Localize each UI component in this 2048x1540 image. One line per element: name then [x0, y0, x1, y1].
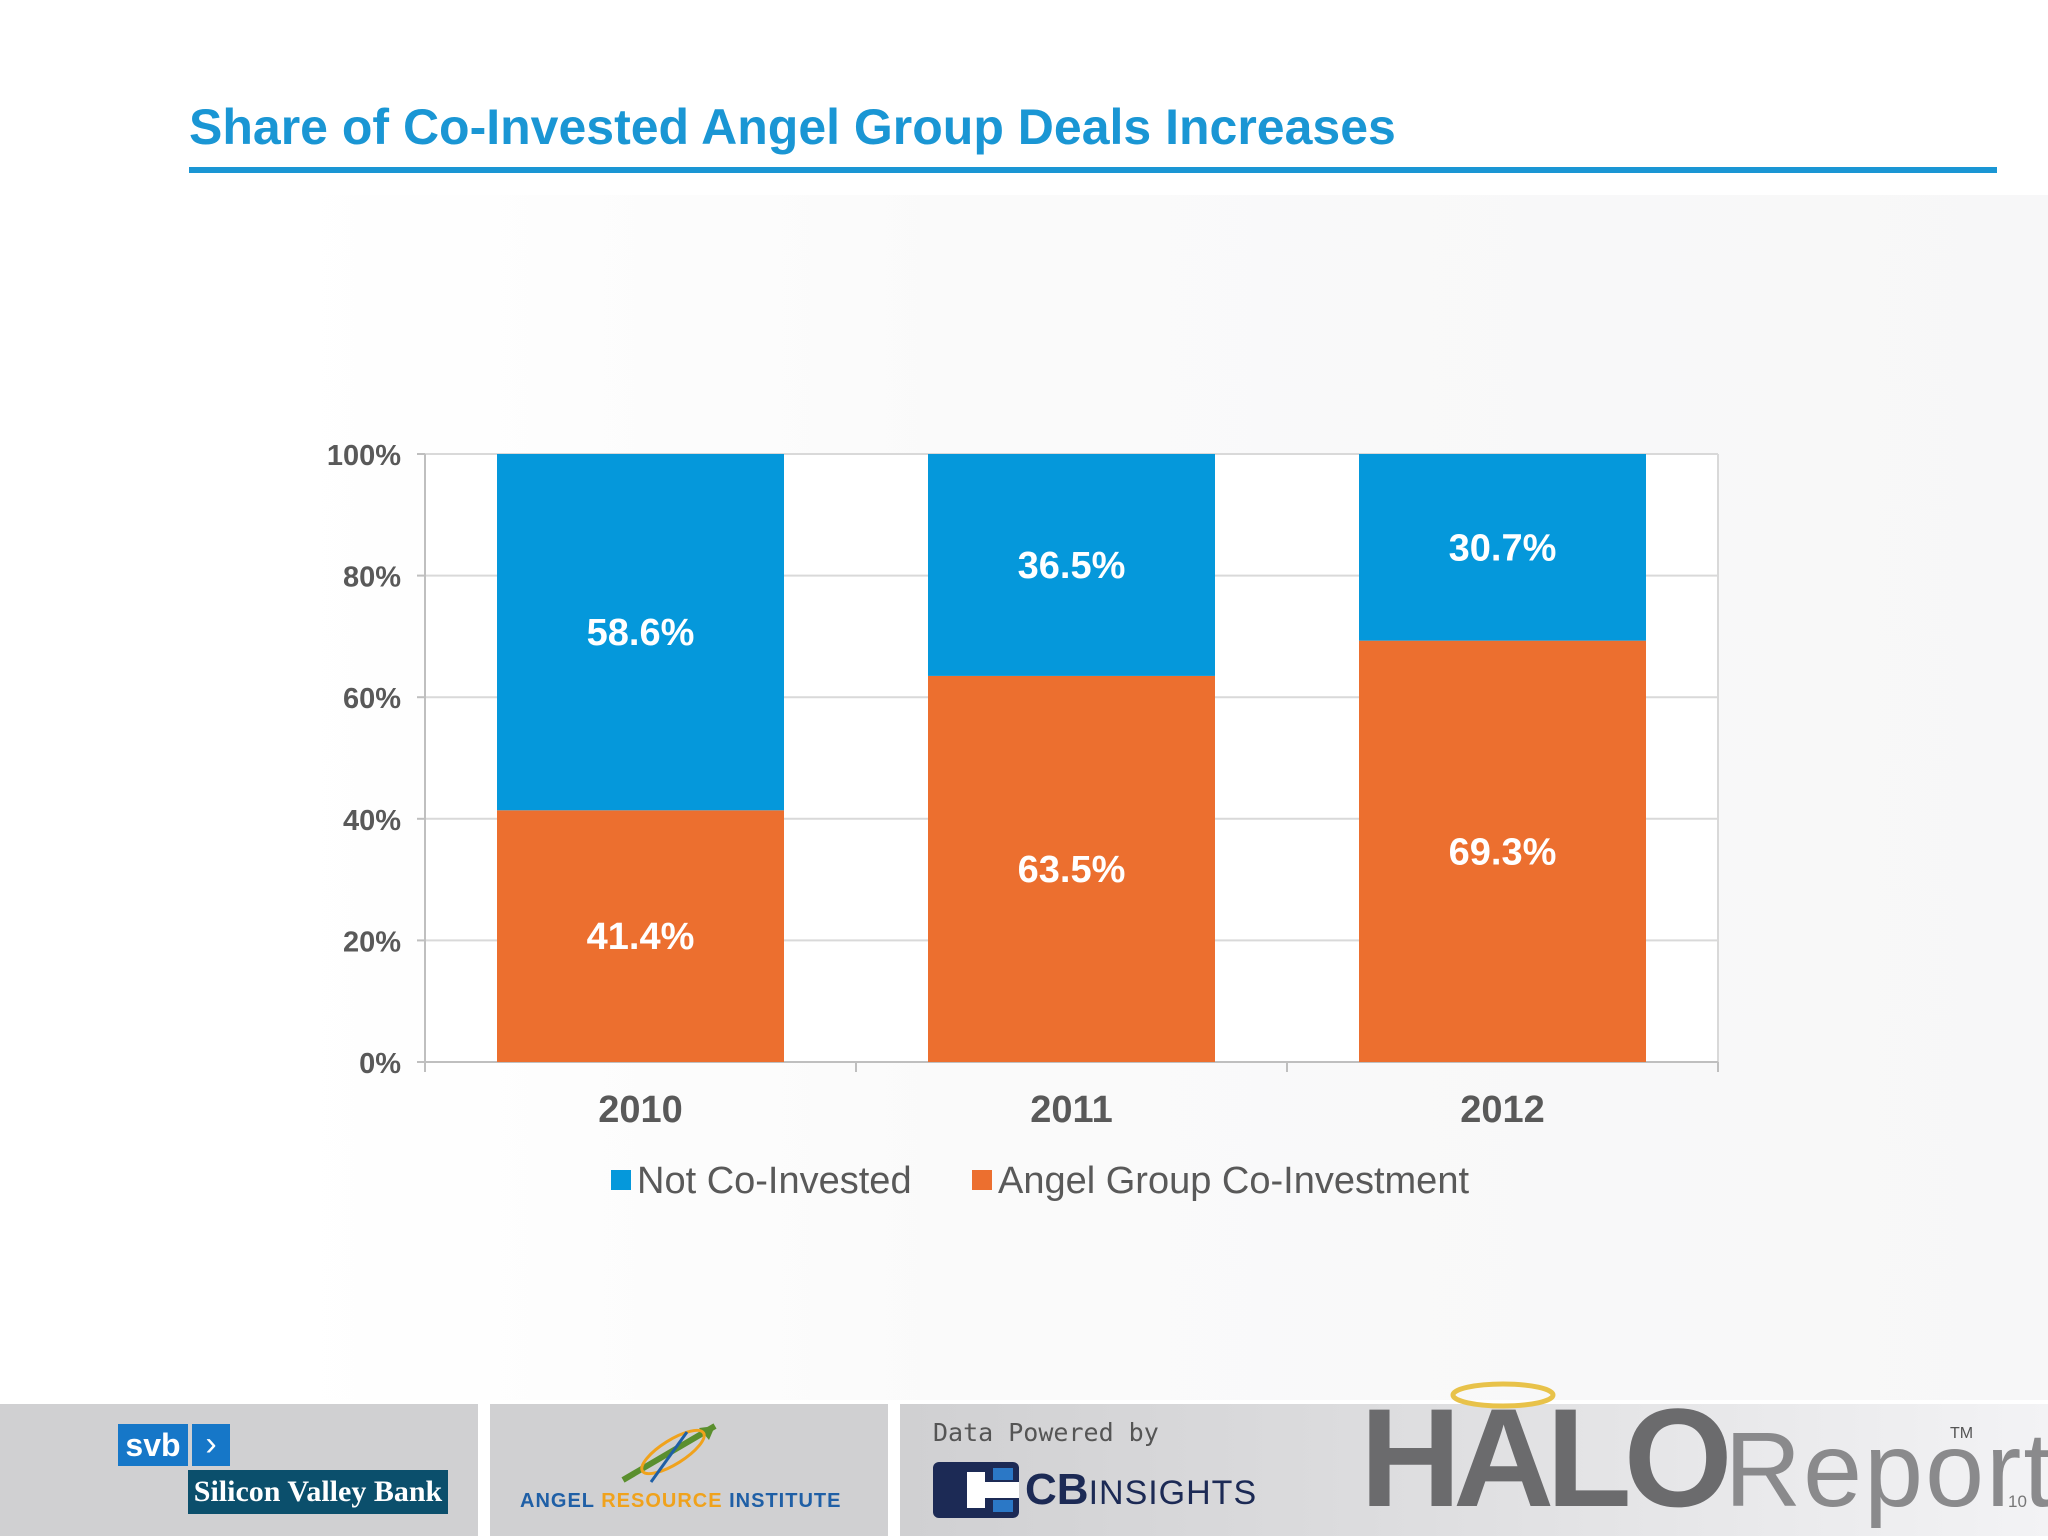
data-powered-by-label: Data Powered by: [933, 1418, 1159, 1447]
y-tick-label: 60%: [343, 683, 401, 715]
ari-text-right: INSTITUTE: [722, 1490, 842, 1512]
footer: [0, 1404, 2048, 1536]
ari-logo-text: ANGEL RESOURCE INSTITUTE: [520, 1490, 841, 1513]
svb-logo-text: svb: [118, 1424, 188, 1466]
halo-report-logo: HALOReport: [1360, 1388, 2048, 1540]
title-underline: [189, 167, 1997, 173]
x-tick-label: 2011: [1030, 1089, 1112, 1131]
footer-panel-cb-halo: [900, 1404, 2048, 1536]
data-label: 30.7%: [1449, 527, 1557, 569]
data-label: 58.6%: [587, 612, 695, 654]
data-label: 36.5%: [1018, 545, 1126, 587]
bar-not-co-invested-2012: [1359, 454, 1646, 641]
halo-text-bold: HALO: [1360, 1379, 1733, 1536]
bar-angel-group-co-investment-2011: [928, 675, 1215, 1062]
slide-title: Share of Co-Invested Angel Group Deals I…: [189, 99, 1396, 155]
y-tick-label: 0%: [359, 1048, 401, 1080]
halo-ring-icon: [1450, 1381, 1556, 1409]
legend-swatch: [611, 1170, 631, 1190]
trademark-mark: TM: [1950, 1425, 1974, 1442]
cb-text-bold: CB: [1025, 1465, 1089, 1514]
ari-text-mid: RESOURCE: [601, 1490, 723, 1512]
ari-text-left: ANGEL: [520, 1490, 602, 1512]
cb-insights-logo-text: CBINSIGHTS: [1025, 1462, 1257, 1521]
y-tick-label: 40%: [343, 805, 401, 837]
bar-angel-group-co-investment-2012: [1359, 640, 1646, 1062]
x-tick-label: 2010: [598, 1089, 683, 1131]
legend-label: Not Co-Invested: [637, 1160, 912, 1202]
stacked-bar-chart: 0% 20% 40% 60% 80% 100% 41.4% 58.6% 2010 63.5% 36.…: [327, 440, 1719, 1202]
bar-not-co-invested-2010: [497, 454, 784, 811]
bar-angel-group-co-investment-2010: [497, 810, 784, 1062]
footer-panel-ari: [490, 1404, 888, 1536]
halo-text-report: Report: [1724, 1411, 2048, 1529]
legend-label: Angel Group Co-Investment: [998, 1160, 1469, 1202]
legend-swatch: [972, 1170, 992, 1190]
data-label: 41.4%: [587, 916, 695, 958]
svb-bank-name: Silicon Valley Bank: [188, 1470, 448, 1514]
x-tick-label: 2012: [1460, 1089, 1545, 1131]
data-label: 69.3%: [1449, 831, 1557, 873]
chevron-right-icon: ›: [192, 1424, 230, 1466]
page-number: 10: [2008, 1492, 2027, 1511]
ari-arrow-icon: [621, 1423, 717, 1483]
y-tick-label: 80%: [343, 562, 401, 594]
cb-text-insights: INSIGHTS: [1088, 1474, 1258, 1512]
y-tick-label: 100%: [327, 440, 401, 472]
cb-insights-icon: [933, 1462, 1019, 1518]
bar-not-co-invested-2011: [928, 454, 1215, 676]
data-label: 63.5%: [1018, 849, 1126, 891]
svb-logo: svb ›: [118, 1424, 230, 1466]
y-tick-label: 20%: [343, 926, 401, 958]
